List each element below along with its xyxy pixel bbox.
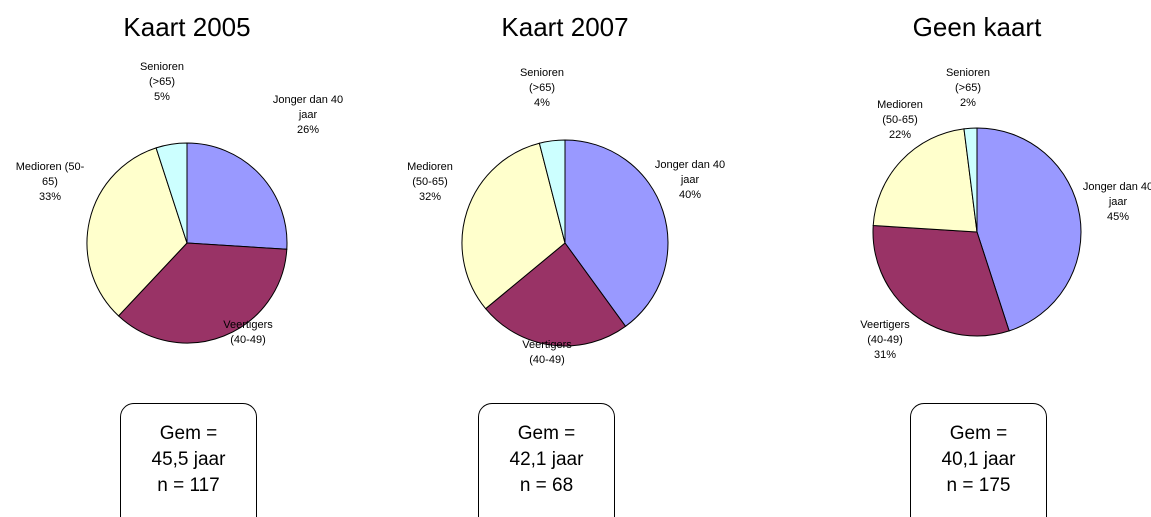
value-label: 26% [296,124,320,136]
category-label: Jonger dan 40 jaar [1082,181,1151,208]
chart-title: Kaart 2005 [123,12,251,42]
pie-slice [186,142,288,250]
stats-box: Gem = 42,1 jaar n = 68 [478,403,615,517]
category-label: Senioren (>65) [139,61,185,88]
pie-slice [538,139,566,244]
stats-box: Gem = 40,1 jaar n = 175 [910,403,1047,517]
value-label: 2% [960,97,976,109]
slice-label: Veertigers (40-49) [213,318,283,348]
value-label: 4% [534,97,550,109]
stats-text: Gem = [517,423,576,444]
pie-slice [155,142,188,244]
stats-text: Gem = [159,423,218,444]
pie-slice [976,127,1082,332]
slice-label: Medioren (50-65) 32% [403,160,458,205]
slice-label: Veertigers (40-49) [512,338,582,368]
pie-slice [564,139,669,328]
pie-slice [86,147,188,317]
pie-slice [484,242,627,347]
value-label: 40% [678,189,702,201]
category-label: Veertigers (40-49) [223,319,273,346]
category-label: Veertigers (40-49) [860,319,910,346]
value-label: 22% [888,129,912,141]
stats-text: n = 175 [946,475,1011,496]
slice-label: Medioren (50-65) 22% [873,98,928,143]
value-label: 5% [154,91,170,103]
pie-slice [872,224,1010,337]
value-label: 33% [38,191,62,203]
slice-label: Veertigers (40-49) 31% [850,318,920,363]
stats-text: 42,1 jaar [509,449,584,470]
chart-title: Kaart 2007 [501,12,629,42]
value-label: 45% [1106,211,1130,223]
slice-label: Senioren (>65) 2% [938,66,998,111]
category-label: Senioren (>65) [945,67,991,94]
slice-label: Jonger dan 40 jaar 26% [268,93,348,138]
category-label: Medioren (50-65) [877,99,923,126]
chart-title: Geen kaart [912,12,1042,42]
stats-text: n = 117 [157,475,220,496]
stats-box: Gem = 45,5 jaar n = 117 [120,403,257,517]
category-label: Jonger dan 40 jaar [272,94,344,121]
category-label: Jonger dan 40 jaar [654,159,726,186]
stats-text: 45,5 jaar [151,449,226,470]
slice-label: Jonger dan 40 jaar 45% [1078,180,1151,225]
category-label: Medioren (50-65) [15,161,85,188]
slice-label: Senioren (>65) 4% [512,66,572,111]
pie-slice [461,142,566,310]
category-label: Medioren (50-65) [407,161,453,188]
pie-slice [872,128,978,233]
category-label: Veertigers (40-49) [522,339,572,366]
pie-slice [117,242,288,344]
slice-label: Jonger dan 40 jaar 40% [650,158,730,203]
value-label: 32% [418,191,442,203]
stats-text: Gem = [949,423,1008,444]
category-label: Senioren (>65) [519,67,565,94]
stats-text: n = 68 [519,475,574,496]
slice-label: Senioren (>65) 5% [132,60,192,105]
stats-text: 40,1 jaar [941,449,1016,470]
slice-label: Medioren (50-65) 33% [9,160,91,205]
value-label: 31% [873,349,897,361]
pie-slice [963,127,978,233]
